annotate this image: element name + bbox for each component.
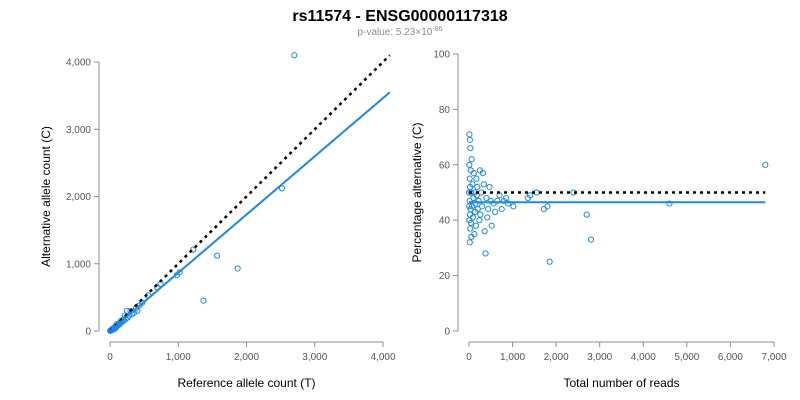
data-point (467, 167, 474, 174)
y-tick-label: 4,000 (66, 58, 91, 69)
data-point (505, 200, 512, 207)
data-point (666, 200, 673, 207)
data-point (486, 183, 493, 191)
data-point (498, 206, 505, 213)
data-point (234, 265, 241, 272)
y-tick-label: 80 (439, 105, 451, 116)
y-tick-label: 40 (439, 216, 451, 227)
data-point (478, 203, 486, 210)
data-point (583, 211, 590, 218)
data-point (467, 225, 474, 232)
expected-ratio-line (109, 54, 391, 332)
data-point (477, 211, 484, 218)
x-tick-label: 5,000 (674, 352, 699, 363)
data-point (482, 250, 489, 257)
x-tick-label: 2,000 (234, 352, 259, 363)
data-point (468, 189, 475, 196)
x-tick-label: 2,000 (544, 352, 569, 363)
data-point (473, 175, 480, 182)
data-point (466, 131, 473, 138)
plot-percentage-alternative: 0 20 40 60 80 100 0 1,000 2,000 3,000 4,000 5,000 6,… (410, 50, 787, 391)
x-tick-label: 3,000 (302, 352, 327, 363)
data-point (762, 161, 769, 168)
data-point (492, 208, 499, 215)
data-point (587, 236, 595, 243)
y-tick-label: 3,000 (66, 125, 91, 136)
data-point (481, 228, 488, 235)
x-tick-label: 1,000 (166, 352, 191, 363)
y-axis-label: Alternative allele count (C) (39, 126, 53, 267)
y-tick-label: 0 (85, 327, 91, 338)
data-point (484, 214, 491, 221)
data-point (476, 217, 483, 224)
x-tick-label: 1,000 (500, 352, 525, 363)
x-tick-label: 0 (466, 352, 472, 363)
data-point (485, 206, 492, 213)
data-point (472, 222, 480, 229)
data-point (214, 252, 221, 259)
data-point (546, 258, 553, 265)
data-point (540, 206, 548, 213)
chart-title: rs11574 - ENSG00000117318 (292, 8, 507, 25)
y-tick-label: 1,000 (66, 259, 91, 270)
data-point (466, 203, 473, 210)
x-axis-label: Reference allele count (T) (177, 376, 315, 390)
data-point (291, 52, 298, 59)
data-point (500, 197, 507, 204)
x-tick-label: 6,000 (718, 352, 743, 363)
data-point (466, 136, 473, 143)
fitted-ratio-line (109, 91, 391, 332)
x-axis-label: Total number of reads (563, 376, 679, 390)
x-tick-label: 4,000 (631, 352, 656, 363)
data-point (488, 222, 495, 229)
x-tick-label: 7,000 (761, 352, 786, 363)
data-point (190, 246, 197, 253)
subtitle-exponent: -86 (432, 26, 442, 33)
subtitle-text: p-value: 5.23×10 (358, 27, 433, 38)
chart-subtitle: p-value: 5.23×10-86 (358, 26, 443, 38)
data-point (480, 181, 487, 188)
x-tick-label: 4,000 (370, 352, 395, 363)
data-point (483, 194, 490, 202)
y-tick-label: 0 (444, 327, 450, 338)
plot-allele-counts: 0 1,000 2,000 3,000 4,000 0 1,000 2,000 3,000 4,0… (39, 52, 396, 390)
data-point (468, 233, 475, 240)
data-point (466, 239, 473, 246)
x-tick-label: 3,000 (587, 352, 612, 363)
data-point (467, 145, 474, 152)
data-point (544, 203, 551, 210)
data-point (278, 185, 286, 192)
data-point (466, 175, 473, 182)
y-tick-label: 100 (433, 50, 450, 61)
x-tick-label: 0 (107, 352, 113, 363)
data-point (487, 197, 494, 204)
y-axis-label: Percentage alternative (C) (410, 122, 424, 262)
data-point (524, 194, 531, 202)
y-tick-label: 60 (439, 160, 451, 171)
data-point (466, 217, 473, 224)
data-point (466, 161, 473, 168)
data-point (510, 203, 517, 210)
data-point (472, 208, 479, 215)
data-point (474, 183, 481, 191)
y-tick-label: 2,000 (66, 192, 91, 203)
data-point (107, 327, 114, 334)
y-tick-label: 20 (439, 271, 451, 282)
data-point (468, 156, 475, 163)
data-point (200, 297, 207, 304)
data-point (476, 167, 483, 174)
